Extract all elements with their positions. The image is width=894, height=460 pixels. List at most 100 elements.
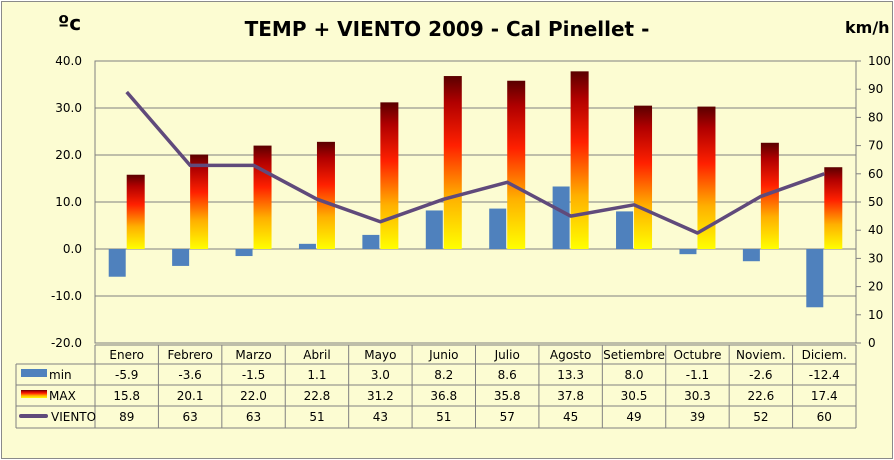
table-cell: 30.3 — [684, 389, 711, 403]
min-bar — [742, 249, 760, 262]
right-tick-label: 30 — [868, 251, 883, 265]
max-bar — [760, 142, 779, 249]
table-cell: 22.0 — [240, 389, 267, 403]
table-cell: 15.8 — [113, 389, 140, 403]
right-tick-label: 0 — [868, 336, 876, 350]
category-label: Abril — [303, 348, 330, 362]
max-bar — [634, 105, 653, 250]
table-cell: 13.3 — [557, 368, 584, 382]
max-bar — [697, 106, 716, 249]
right-tick-label: 10 — [868, 308, 883, 322]
right-tick-label: 20 — [868, 280, 883, 294]
table-cell: 39 — [690, 410, 705, 424]
table-cell: 49 — [626, 410, 641, 424]
table-cell: 17.4 — [811, 389, 838, 403]
table-cell: 60 — [817, 410, 832, 424]
table-cell: 36.8 — [430, 389, 457, 403]
left-tick-label: -20.0 — [51, 336, 82, 350]
table-cell: -2.6 — [749, 368, 772, 382]
legend-key-min — [21, 369, 47, 377]
table-cell: 22.8 — [304, 389, 331, 403]
table-cell: 35.8 — [494, 389, 521, 403]
table-cell: 45 — [563, 410, 578, 424]
table-cell: -1.1 — [686, 368, 709, 382]
table-cell: 89 — [119, 410, 134, 424]
right-tick-label: 50 — [868, 195, 883, 209]
category-label: Enero — [109, 348, 144, 362]
max-bar — [824, 167, 843, 249]
min-bar — [235, 249, 253, 257]
category-label: Diciem. — [802, 348, 847, 362]
chart-title: TEMP + VIENTO 2009 - Cal Pinellet - — [245, 17, 650, 41]
table-cell: 20.1 — [177, 389, 204, 403]
left-tick-label: 0.0 — [63, 242, 82, 256]
table-cell: 22.6 — [748, 389, 775, 403]
left-tick-label: -10.0 — [51, 289, 82, 303]
category-label: Junio — [428, 348, 458, 362]
legend-label: VIENTO — [51, 410, 96, 424]
max-bar — [570, 71, 589, 249]
left-tick-label: 10.0 — [55, 195, 82, 209]
table-cell: -3.6 — [178, 368, 201, 382]
left-tick-label: 40.0 — [55, 54, 82, 68]
table-cell: 52 — [753, 410, 768, 424]
max-bar — [190, 154, 209, 249]
table-cell: 8.6 — [498, 368, 517, 382]
right-tick-label: 80 — [868, 110, 883, 124]
table-cell: 51 — [309, 410, 324, 424]
max-bar — [507, 80, 526, 250]
min-bar — [298, 243, 316, 249]
legend-label: MAX — [49, 389, 76, 403]
left-tick-label: 30.0 — [55, 101, 82, 115]
category-label: Noviem. — [736, 348, 786, 362]
legend-key-max — [21, 390, 47, 398]
right-tick-label: 90 — [868, 82, 883, 96]
max-bar — [126, 174, 145, 249]
category-label: Julio — [494, 348, 520, 362]
table-cell: 30.5 — [621, 389, 648, 403]
min-bar — [108, 249, 126, 277]
table-cell: 57 — [500, 410, 515, 424]
min-bar — [806, 249, 824, 308]
min-bar — [425, 210, 443, 249]
table-cell: -1.5 — [242, 368, 265, 382]
min-bar — [362, 234, 380, 249]
table-cell: 43 — [373, 410, 388, 424]
min-bar — [172, 249, 190, 266]
table-cell: 1.1 — [307, 368, 326, 382]
table-cell: 63 — [182, 410, 197, 424]
category-label: Mayo — [364, 348, 396, 362]
max-bar — [443, 76, 462, 249]
table-cell: 31.2 — [367, 389, 394, 403]
min-bar — [679, 249, 697, 255]
table-cell: 63 — [246, 410, 261, 424]
table-cell: 51 — [436, 410, 451, 424]
table-cell: -12.4 — [809, 368, 840, 382]
min-bar — [552, 186, 570, 249]
right-axis-unit: km/h — [845, 18, 890, 37]
table-cell: 8.2 — [434, 368, 453, 382]
right-tick-label: 70 — [868, 139, 883, 153]
min-bar — [489, 208, 507, 249]
legend-label: min — [49, 368, 72, 382]
max-bar — [316, 141, 335, 249]
category-label: Agosto — [550, 348, 591, 362]
category-label: Marzo — [235, 348, 271, 362]
category-label: Febrero — [167, 348, 212, 362]
table-cell: -5.9 — [115, 368, 138, 382]
right-tick-label: 100 — [868, 54, 891, 68]
min-bar — [616, 211, 634, 249]
left-axis-unit: ºc — [58, 11, 81, 35]
table-cell: 37.8 — [557, 389, 584, 403]
right-tick-label: 60 — [868, 167, 883, 181]
table-cell: 8.0 — [624, 368, 643, 382]
table-cell: 3.0 — [371, 368, 390, 382]
category-label: Octubre — [673, 348, 721, 362]
left-tick-label: 20.0 — [55, 148, 82, 162]
max-bar — [253, 145, 272, 249]
right-tick-label: 40 — [868, 223, 883, 237]
max-bar — [380, 102, 399, 249]
viento-line — [125, 90, 825, 235]
category-label: Setiembre — [603, 348, 665, 362]
